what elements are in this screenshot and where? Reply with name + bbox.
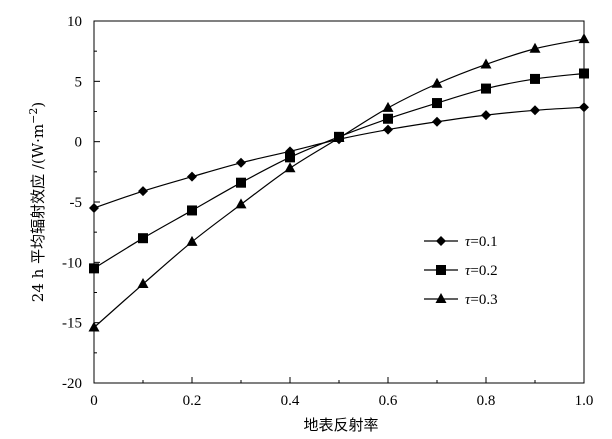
data-point-square: [285, 152, 295, 163]
data-point-diamond: [579, 102, 589, 113]
x-tick-label: 1.0: [575, 393, 594, 409]
data-point-triangle: [578, 33, 590, 44]
plot-border: [93, 20, 585, 384]
y-tick-label: -10: [62, 255, 82, 271]
data-point-diamond: [432, 116, 442, 127]
y-tick-label: -20: [62, 376, 82, 392]
data-point-triangle: [529, 42, 541, 53]
x-tick-label: 0.4: [281, 393, 300, 409]
legend-item: τ=0.1: [424, 234, 498, 250]
legend-label-value: =0.3: [470, 292, 497, 308]
y-tick-label: 0: [75, 135, 83, 151]
legend-label: τ=0.3: [465, 292, 498, 308]
y-axis-title-end: ): [29, 102, 47, 108]
series-3: [88, 33, 590, 332]
data-point-square: [89, 263, 99, 274]
y-axis: 10 5 0 -5 -10 -15 -20: [62, 14, 100, 392]
legend-marker-triangle: [435, 293, 447, 303]
x-tick-label: 0: [90, 393, 98, 409]
series-line: [93, 72, 585, 269]
data-point-triangle: [333, 132, 345, 143]
legend-marker-diamond: [436, 236, 446, 246]
legend-label: τ=0.2: [465, 263, 498, 279]
data-point-triangle: [186, 235, 198, 246]
data-point-diamond: [89, 203, 99, 214]
series-1: [89, 102, 589, 214]
series-layer: [88, 33, 590, 332]
data-point-square: [481, 83, 491, 94]
y-axis-title-main: 24 h 平均辐射效应 /(W·m: [29, 124, 47, 302]
y-axis-title-sup: −2: [27, 108, 40, 124]
legend-marker-square: [436, 265, 446, 275]
data-point-triangle: [137, 278, 149, 289]
x-axis-title: 地表反射率: [303, 416, 378, 434]
data-point-square: [579, 68, 589, 79]
y-tick-label: 10: [67, 14, 82, 30]
x-axis: 0 0.2 0.4 0.6 0.8 1.0: [90, 377, 593, 409]
y-tick-label: 5: [75, 74, 83, 90]
data-point-diamond: [530, 105, 540, 116]
legend-label-symbol: τ: [465, 292, 471, 308]
data-point-triangle: [284, 162, 296, 173]
data-point-triangle: [480, 58, 492, 69]
data-point-diamond: [187, 171, 197, 182]
series-2: [89, 68, 589, 274]
x-tick-label: 0.2: [183, 393, 202, 409]
data-point-diamond: [383, 124, 393, 135]
data-point-square: [187, 205, 197, 216]
data-point-triangle: [88, 321, 100, 332]
data-point-diamond: [236, 157, 246, 168]
legend-label-value: =0.2: [470, 263, 497, 279]
y-axis-title: 24 h 平均辐射效应 /(W·m−2): [27, 102, 47, 302]
plot-area: [93, 20, 585, 384]
legend-label-symbol: τ: [465, 234, 471, 250]
legend-item: τ=0.3: [424, 292, 498, 308]
x-tick-label: 0.8: [477, 393, 496, 409]
data-point-triangle: [235, 198, 247, 209]
series-line: [93, 106, 585, 209]
y-tick-label: -15: [62, 316, 82, 332]
data-point-square: [530, 73, 540, 84]
data-point-square: [138, 233, 148, 244]
x-tick-label: 0.6: [379, 393, 398, 409]
data-point-triangle: [382, 101, 394, 112]
legend-label-symbol: τ: [465, 263, 471, 279]
legend-item: τ=0.2: [424, 263, 498, 279]
y-tick-label: -5: [70, 195, 83, 211]
data-point-diamond: [138, 186, 148, 197]
data-point-square: [236, 177, 246, 188]
data-point-square: [432, 98, 442, 109]
data-point-diamond: [481, 110, 491, 121]
data-point-square: [383, 113, 393, 124]
data-point-triangle: [431, 77, 443, 88]
legend-label: τ=0.1: [465, 234, 498, 250]
legend-label-value: =0.1: [470, 234, 497, 250]
legend: τ=0.1τ=0.2τ=0.3: [424, 234, 498, 308]
